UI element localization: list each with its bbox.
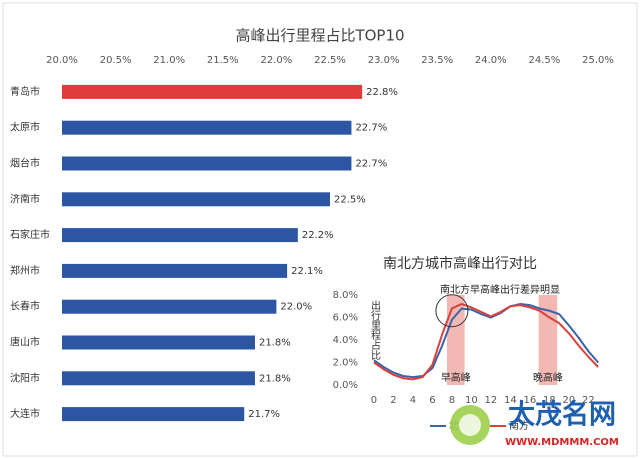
y-tick-label: 青岛市 [10,85,40,98]
x-tick-label: 0 [371,395,377,406]
value-label: 21.8% [259,373,291,384]
y-tick-label: 2.0% [333,358,358,369]
bar [62,228,298,243]
x-tick-label: 25.0% [582,55,614,66]
y-tick-label: 6.0% [333,313,358,324]
x-tick-label: 20 [563,395,576,406]
x-tick-label: 21.0% [153,55,185,66]
bar [62,192,330,207]
line [373,302,599,379]
bar [62,84,363,99]
x-tick-label: 21.5% [207,55,239,66]
y-tick-label: 济南市 [10,192,40,205]
chart-title: 南北方城市高峰出行对比 [383,255,537,272]
x-tick-label: 22.0% [261,55,293,66]
x-tick-label: 22.5% [314,55,346,66]
x-tick-label: 6 [429,395,435,406]
chart-title: 高峰出行里程占比TOP10 [235,27,404,45]
y-tick-label: 唐山市 [10,336,40,349]
highlight-label: 晚高峰 [533,371,563,384]
highlight-band [538,295,558,385]
logo: 太茂名网 WWW.MDMMM.COM [450,399,619,448]
x-tick-label: 4 [410,395,416,406]
value-label: 22.7% [355,123,387,134]
x-tick-label: 12 [485,395,498,406]
line [373,302,599,381]
x-tick-label: 24.0% [475,55,507,66]
x-tick-label: 23.5% [421,55,453,66]
annotation-circle [435,294,469,328]
x-tick-label: 24.5% [529,55,561,66]
y-axis-label: 出行里程占比 [369,299,381,360]
y-tick-label: 石家庄市 [10,228,50,241]
logo-emblem-inner [459,414,481,436]
y-tick-label: 8.0% [333,290,358,301]
value-label: 22.8% [366,87,398,98]
y-tick-label: 沈阳市 [10,371,40,384]
x-tick-label: 22 [582,395,595,406]
highlight-band [447,295,465,385]
y-tick-label: 郑州市 [10,264,40,277]
bar [62,371,255,386]
y-tick-label: 4.0% [333,335,358,346]
logo-name: 太茂名网 [508,399,616,431]
value-label: 21.8% [259,338,291,349]
x-tick-label: 20.5% [100,55,132,66]
x-tick-label: 14 [504,395,517,406]
highlight-label: 早高峰 [441,371,471,384]
value-label: 22.1% [291,266,323,277]
x-tick-label: 8 [449,395,455,406]
value-label: 22.2% [302,230,334,241]
bar [62,120,352,135]
value-label: 22.0% [280,302,312,313]
x-tick-label: 2 [390,395,396,406]
y-tick-label: 太原市 [10,121,40,134]
logo-url: WWW.MDMMM.COM [505,437,619,448]
bar [62,299,277,314]
inset-bg [362,243,614,438]
value-label: 22.7% [355,159,387,170]
bar [62,407,245,422]
x-tick-label: 10 [465,395,478,406]
annotation: 南北方早高峰出行差异明显 [440,283,560,296]
value-label: 21.7% [248,409,280,420]
x-tick-label: 20.0% [46,55,78,66]
value-label: 22.5% [334,194,366,205]
y-tick-label: 大连市 [10,407,40,420]
bar [62,263,288,278]
legend-label: 南方 [509,419,529,432]
bar [62,335,255,350]
y-tick-label: 烟台市 [10,157,40,170]
x-tick-label: 16 [524,395,537,406]
x-tick-label: 23.0% [368,55,400,66]
x-tick-label: 18 [543,395,556,406]
y-tick-label: 长春市 [10,300,40,313]
y-tick-label: 0.0% [333,380,358,391]
bar [62,156,352,171]
